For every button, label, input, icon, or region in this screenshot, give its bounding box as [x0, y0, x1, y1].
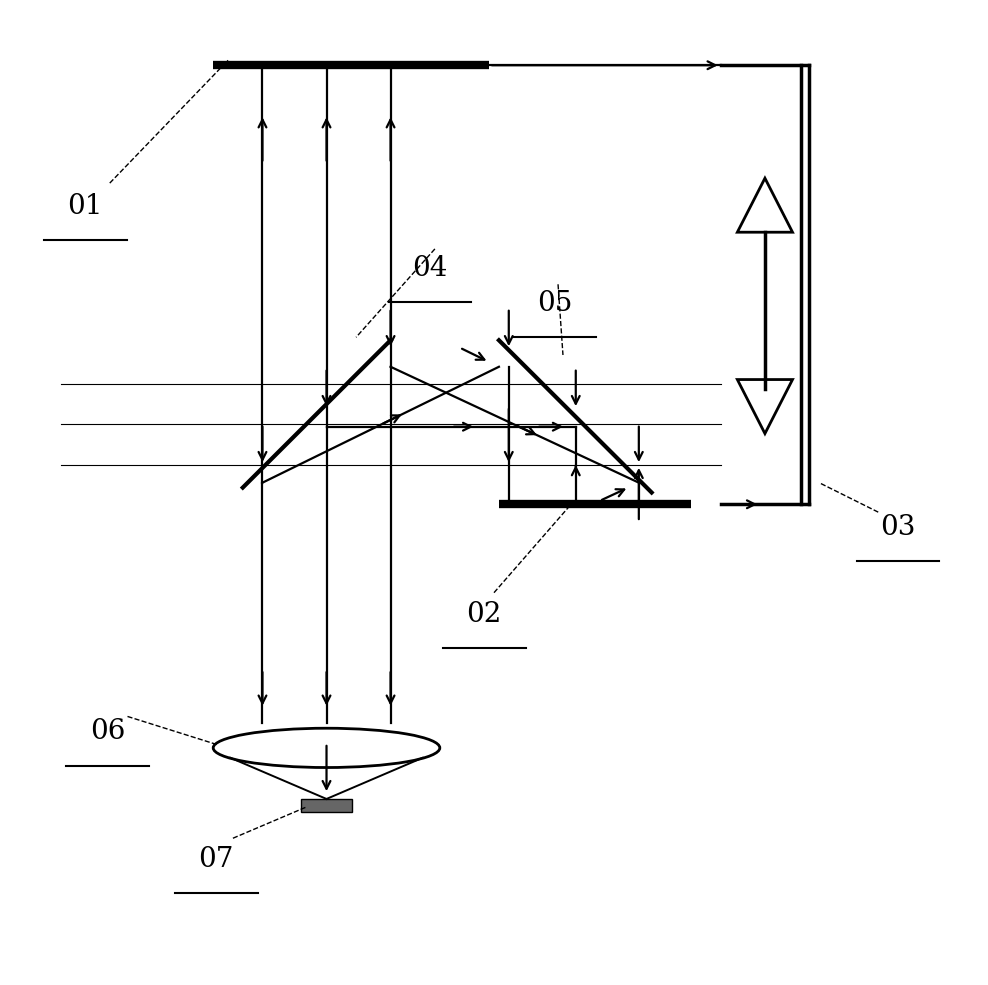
Text: 04: 04 [412, 255, 448, 282]
Text: 05: 05 [537, 291, 573, 317]
Text: 01: 01 [67, 193, 103, 220]
Text: 03: 03 [880, 514, 916, 541]
Text: 06: 06 [90, 718, 125, 746]
Text: 02: 02 [466, 601, 502, 627]
Bar [301, 799, 352, 812]
Text: 07: 07 [199, 846, 234, 873]
